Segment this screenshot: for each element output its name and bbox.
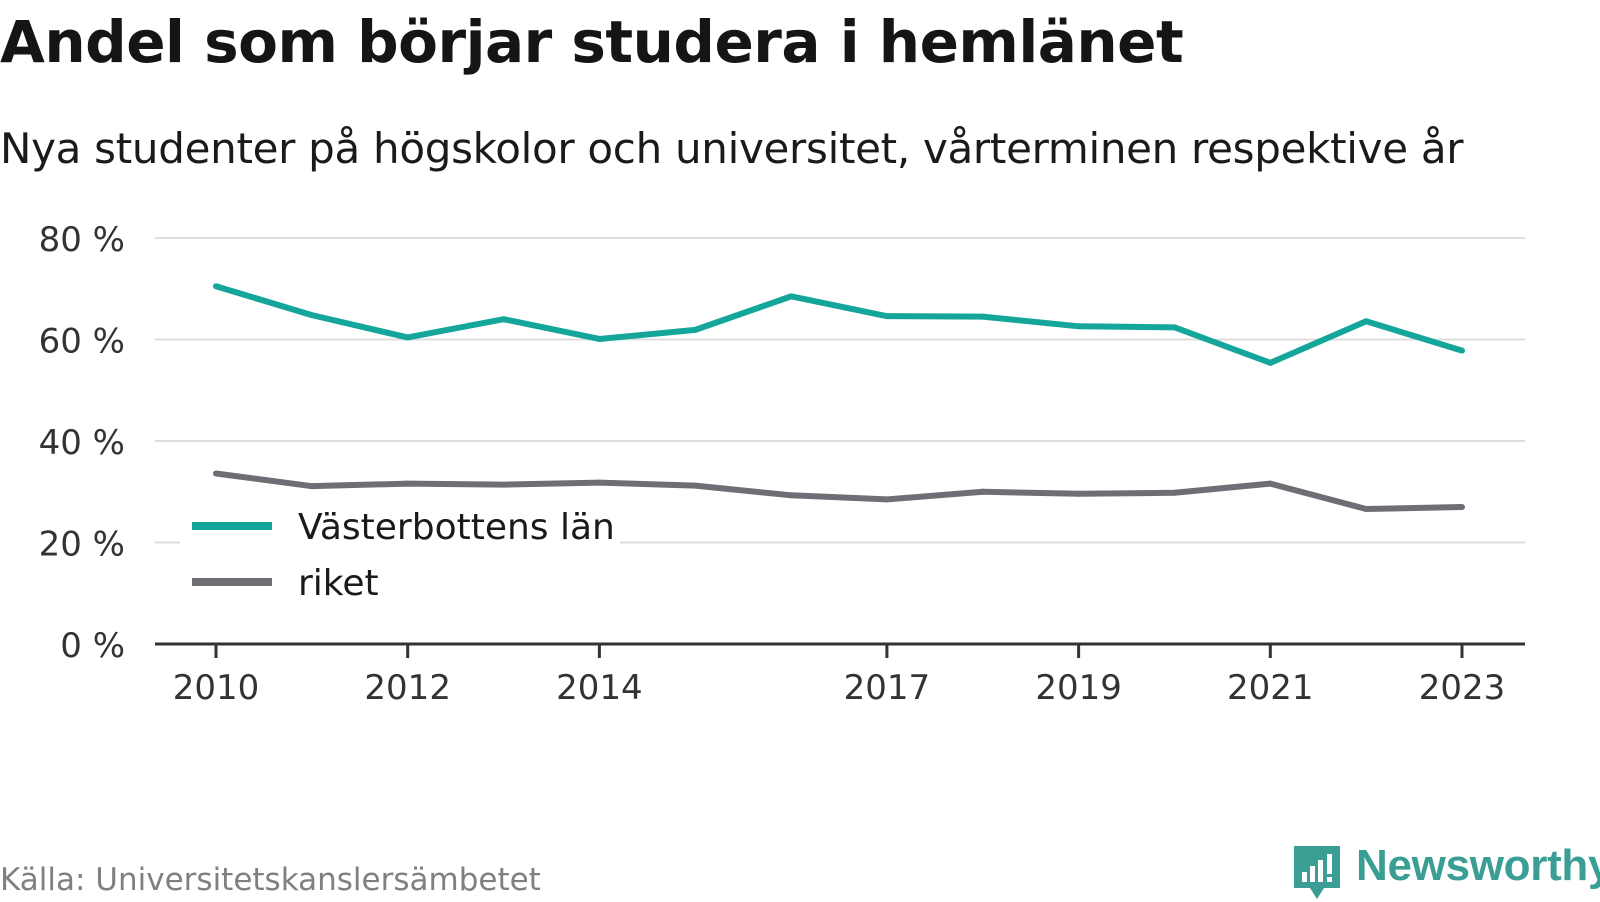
x-tick-label: 2010 — [173, 668, 260, 708]
data-point — [1171, 489, 1178, 496]
data-point — [1363, 506, 1370, 513]
series-line-2 — [215, 470, 1463, 513]
y-axis-ticks: 0 % 20 % 40 % 60 % 80 % — [39, 220, 125, 666]
data-point — [213, 470, 219, 477]
data-point — [404, 334, 411, 341]
data-point — [500, 481, 507, 488]
data-point — [692, 482, 699, 489]
y-tick-label: 80 % — [39, 220, 125, 260]
newsworthy-logo-icon — [1294, 846, 1340, 899]
series-lines — [213, 283, 1465, 513]
chart-subtitle: Nya studenter på högskolor och universit… — [0, 124, 1464, 173]
data-point — [500, 316, 507, 323]
data-point — [883, 313, 890, 320]
y-tick-label: 20 % — [39, 525, 125, 565]
data-point — [308, 483, 315, 490]
data-point — [1267, 359, 1274, 366]
x-axis-ticks: 2010 2012 2014 2017 2019 2021 2023 — [173, 644, 1506, 708]
data-point — [979, 488, 986, 495]
newsworthy-logo: Newsworthy — [1292, 844, 1600, 900]
legend-background — [180, 500, 620, 612]
x-tick-label: 2012 — [364, 668, 451, 708]
brand-name: Newsworthy — [1356, 841, 1600, 890]
x-tick-label: 2021 — [1227, 668, 1314, 708]
data-point — [883, 496, 890, 503]
data-point — [308, 312, 315, 319]
y-tick-label: 60 % — [39, 322, 125, 362]
data-point — [1459, 503, 1465, 510]
data-point — [1171, 324, 1178, 331]
y-tick-label: 0 % — [60, 626, 125, 666]
source-note: Källa: Universitetskanslersämbetet — [0, 862, 541, 898]
y-tick-label: 40 % — [39, 423, 125, 463]
x-tick-label: 2019 — [1035, 668, 1122, 708]
x-tick-label: 2017 — [844, 668, 931, 708]
data-point — [788, 293, 795, 300]
data-point — [213, 283, 219, 290]
data-point — [1267, 480, 1274, 487]
x-tick-label: 2014 — [556, 668, 643, 708]
data-point — [596, 335, 603, 342]
data-point — [1459, 347, 1465, 354]
data-point — [1075, 323, 1082, 330]
chart-title: Andel som börjar studera i hemlänet — [0, 8, 1184, 76]
legend-label: riket — [298, 563, 379, 604]
data-point — [596, 479, 603, 486]
data-point — [1363, 318, 1370, 325]
data-point — [692, 326, 699, 333]
data-point — [979, 313, 986, 320]
data-point — [788, 492, 795, 499]
line-chart: 0 % 20 % 40 % 60 % 80 % 2010 2012 2014 2017 2019… — [39, 220, 1525, 708]
data-point — [1075, 490, 1082, 497]
legend: Västerbottens län riket — [180, 500, 620, 612]
series-line-1 — [215, 283, 1463, 366]
legend-label: Västerbottens län — [298, 507, 615, 548]
data-point — [404, 480, 411, 487]
x-tick-label: 2023 — [1419, 668, 1506, 708]
